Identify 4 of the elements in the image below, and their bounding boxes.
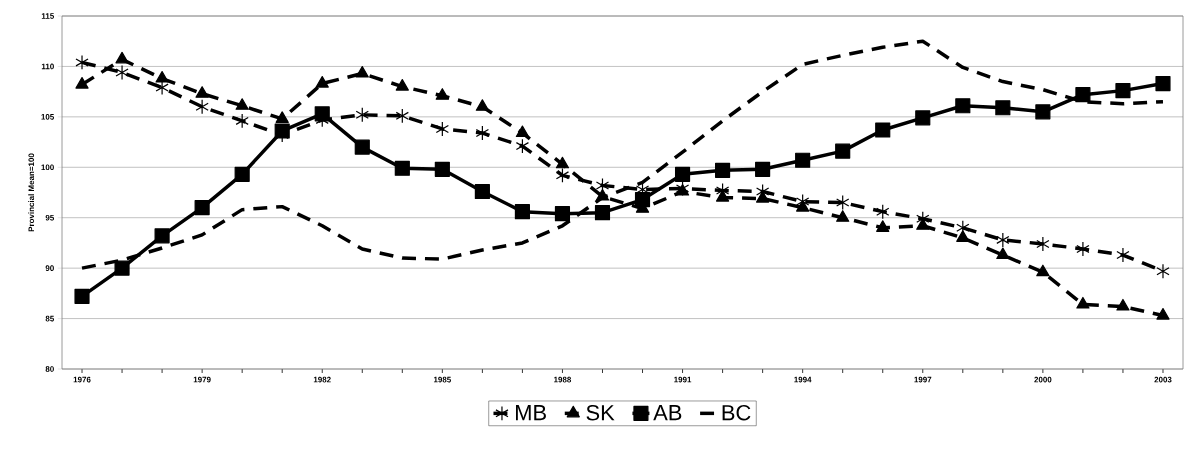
legend-label: AB	[653, 405, 682, 421]
legend-label: MB	[516, 405, 546, 421]
legend-label: SK	[586, 404, 615, 421]
legend-label: BC	[722, 404, 751, 421]
